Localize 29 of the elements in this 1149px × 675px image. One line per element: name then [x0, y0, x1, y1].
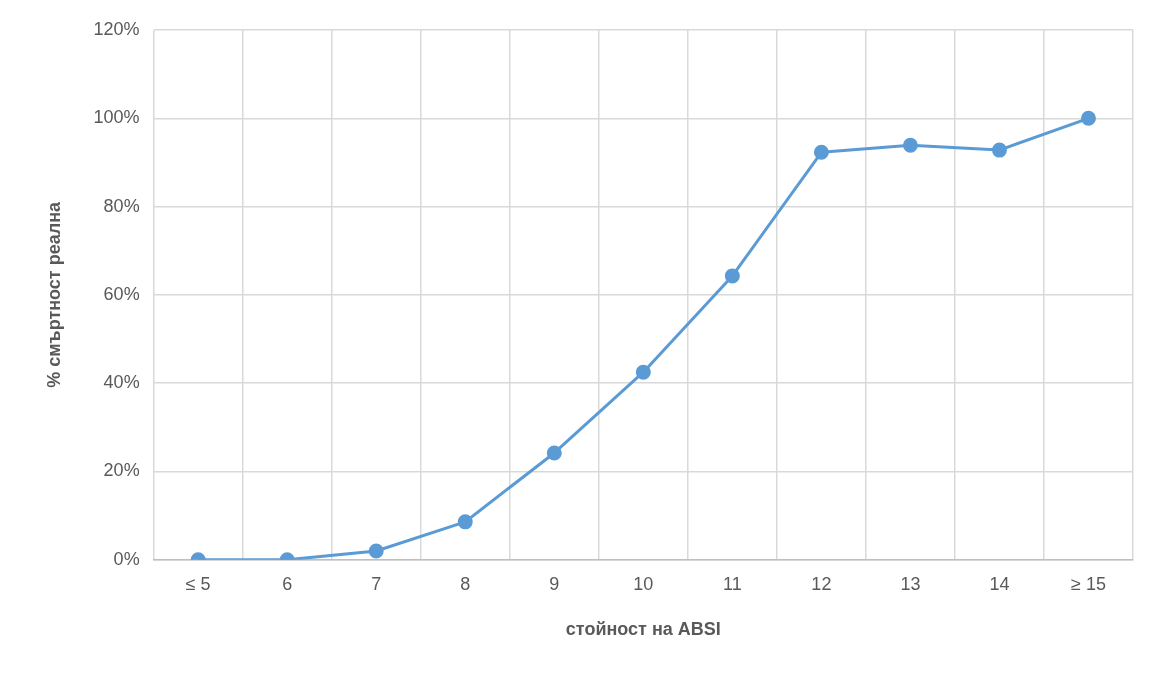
- x-tick-label: 12: [811, 573, 832, 594]
- point: [457, 514, 473, 530]
- x-tick-label: 6: [282, 573, 293, 594]
- x-tick-label: 11: [723, 573, 742, 594]
- x-tick-label: 7: [371, 573, 382, 594]
- x-tick-label: 9: [549, 573, 560, 594]
- x-tick-label: 8: [460, 573, 471, 594]
- point: [546, 445, 562, 461]
- y-tick-label: 120%: [93, 18, 140, 39]
- y-tick-label: 40%: [103, 372, 140, 393]
- y-tick-label: 60%: [103, 283, 140, 304]
- point: [368, 543, 384, 559]
- y-tick-label: 80%: [103, 195, 140, 216]
- point: [1080, 110, 1096, 126]
- point: [635, 364, 651, 380]
- y-axis-title: % смъртност реална: [43, 201, 64, 388]
- x-axis-title: стойност на ABSI: [565, 619, 721, 640]
- x-tick-label: 13: [900, 573, 921, 594]
- y-tick-label: 100%: [93, 107, 140, 128]
- x-tick-label: ≤ 5: [185, 573, 211, 594]
- x-tick-label: ≥ 15: [1071, 573, 1106, 594]
- y-tick-label: 0%: [113, 548, 140, 569]
- point: [813, 144, 829, 160]
- point: [902, 137, 918, 153]
- x-tick-label: 10: [633, 573, 654, 594]
- x-tick-label: 14: [989, 573, 1010, 594]
- y-tick-label: 20%: [103, 460, 140, 481]
- point: [991, 142, 1007, 158]
- point: [724, 268, 740, 284]
